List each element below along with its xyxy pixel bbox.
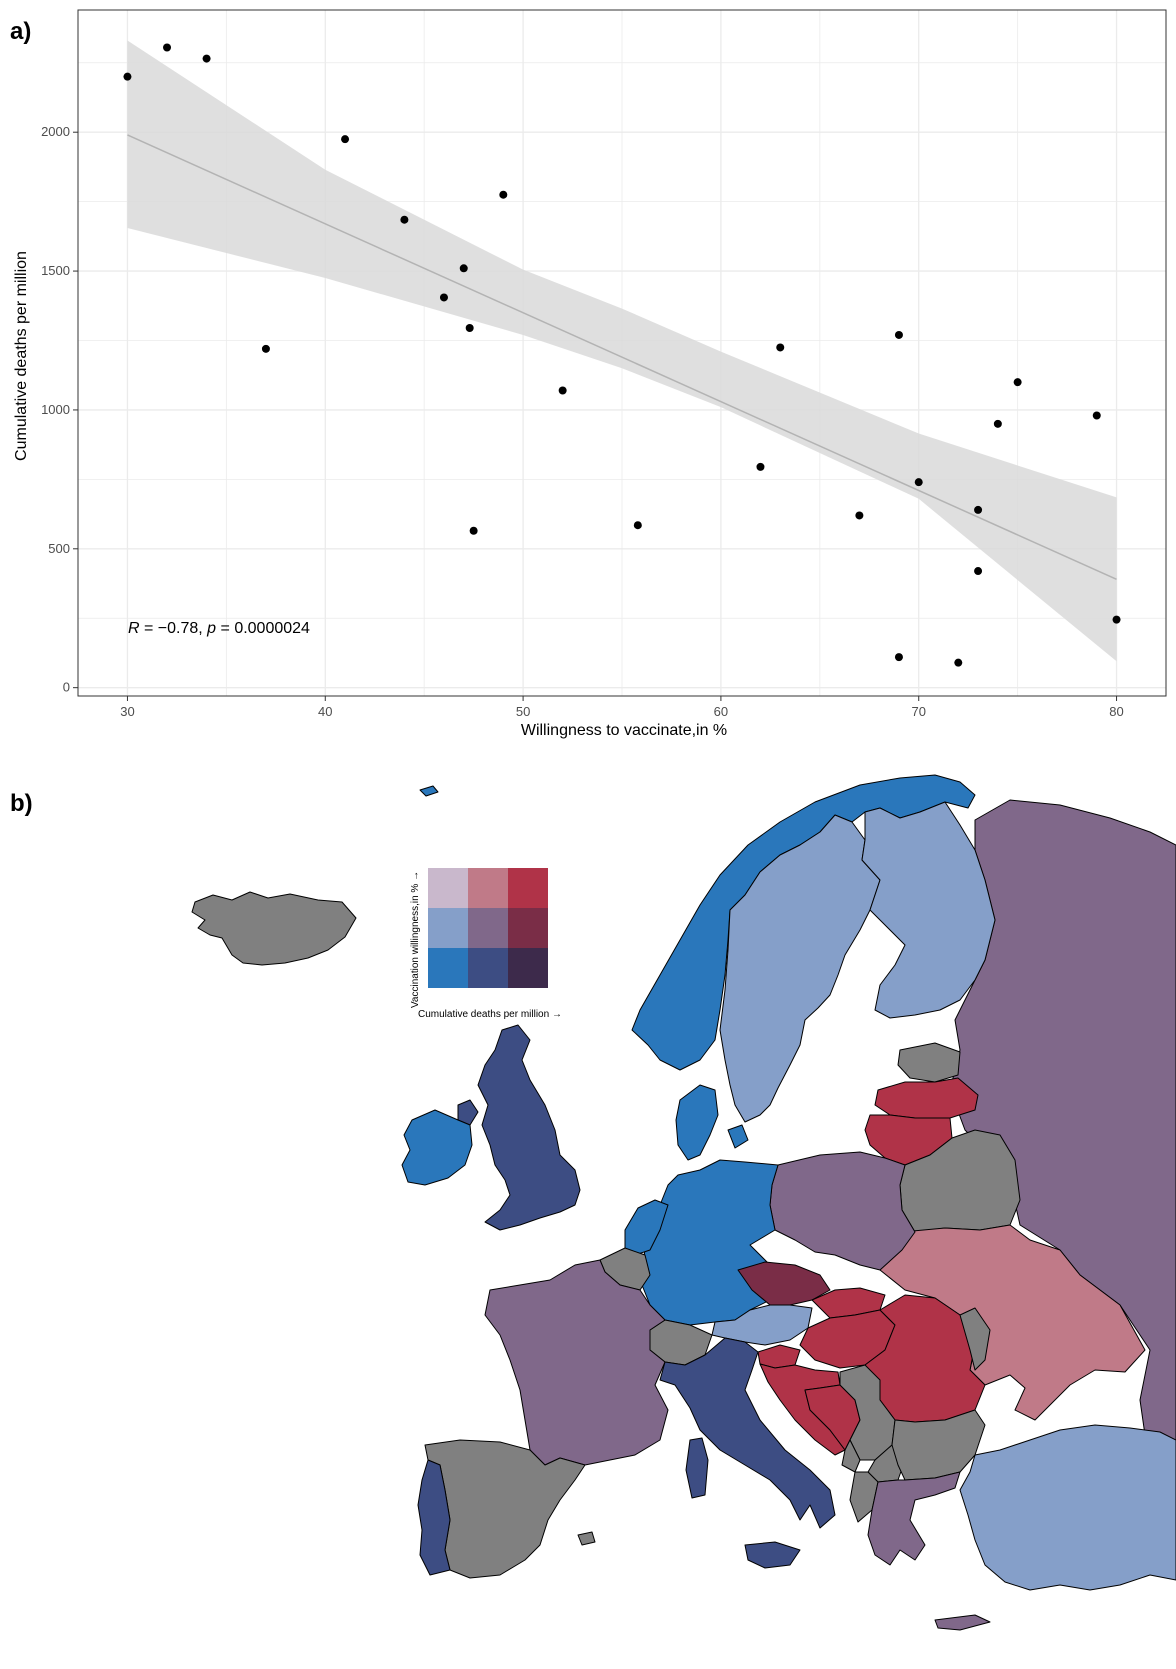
legend-cell <box>508 868 548 908</box>
data-point <box>855 511 864 520</box>
correlation-annotation: R = −0.78, p = 0.0000024 <box>128 620 310 637</box>
balearic <box>577 1531 596 1546</box>
legend-cell <box>508 908 548 948</box>
x-tick-label: 50 <box>516 704 530 719</box>
data-point <box>894 330 903 339</box>
r-value: = −0.78, <box>140 620 208 637</box>
x-ticks: 30 40 50 60 70 80 <box>120 696 1124 719</box>
greece <box>867 1471 961 1566</box>
sweden <box>719 814 881 1123</box>
panel-b-label: b) <box>10 790 33 817</box>
estonia <box>897 1042 961 1083</box>
great-britain <box>477 1024 581 1231</box>
moldova <box>959 1307 991 1371</box>
finland <box>861 801 996 1019</box>
data-point <box>558 386 567 395</box>
data-point <box>954 658 963 667</box>
legend-cell <box>468 868 508 908</box>
crete <box>934 1614 991 1631</box>
y-axis-title: Cumulative deaths per million <box>13 251 30 461</box>
czechia <box>737 1261 831 1306</box>
italy <box>659 1337 836 1529</box>
bulgaria <box>891 1409 986 1481</box>
y-tick-label: 1000 <box>41 402 70 417</box>
x-axis-title: Willingness to vaccinate,in % <box>521 722 727 739</box>
data-point <box>633 521 642 530</box>
legend-x-label: Cumulative deaths per million → <box>418 1009 562 1020</box>
data-point <box>974 567 983 576</box>
data-point <box>499 190 508 199</box>
iceland <box>191 891 357 966</box>
legend-cell <box>428 908 468 948</box>
latvia <box>874 1077 979 1119</box>
scatter-plot: 30 40 50 60 70 80 0 500 1000 1500 2000 R = −0.78,… <box>13 9 1167 739</box>
data-point <box>439 293 448 302</box>
x-tick-label: 80 <box>1109 704 1123 719</box>
data-point <box>400 215 409 224</box>
trend-line <box>127 134 1117 581</box>
panel-a-label: a) <box>10 18 32 45</box>
panel-a: a) 30 40 50 60 70 80 0 500 1000 1500 2000 R = −0.… <box>0 0 1176 740</box>
x-tick-label: 70 <box>911 704 925 719</box>
data-point <box>974 505 983 514</box>
data-point <box>894 653 903 662</box>
panel-b: b) <box>0 760 1176 1669</box>
montenegro <box>841 1439 861 1473</box>
ireland <box>401 1109 473 1186</box>
portugal <box>417 1459 451 1576</box>
northern-ireland <box>457 1099 479 1126</box>
data-point <box>776 343 785 352</box>
data-point <box>756 462 765 471</box>
legend-y-label: Vaccination willingness,in % → <box>410 871 421 1008</box>
data-point <box>202 54 211 63</box>
data-point <box>914 478 923 487</box>
data-point <box>469 526 478 535</box>
europe-map <box>191 774 1176 1631</box>
y-tick-label: 0 <box>63 680 70 695</box>
r-symbol: R <box>128 620 140 637</box>
y-ticks: 0 500 1000 1500 2000 <box>41 124 78 695</box>
bivariate-legend: Vaccination willingness,in % → Cumulativ… <box>395 798 615 1028</box>
p-value: = 0.0000024 <box>216 620 310 637</box>
arctic-islet <box>419 785 439 797</box>
y-tick-label: 1500 <box>41 263 70 278</box>
data-point <box>465 324 474 333</box>
y-tick-label: 2000 <box>41 124 70 139</box>
data-point <box>1013 378 1022 387</box>
legend-cell <box>428 948 468 988</box>
sardinia <box>685 1437 709 1499</box>
germany <box>639 1159 786 1326</box>
legend-cell <box>468 948 508 988</box>
data-point <box>261 344 270 353</box>
data-point <box>163 43 172 52</box>
data-point <box>1092 411 1101 420</box>
legend-cell <box>508 948 548 988</box>
data-point <box>993 419 1002 428</box>
data-point <box>1112 615 1121 624</box>
confidence-ribbon <box>127 40 1117 662</box>
legend-grid: Vaccination willingness,in % → Cumulativ… <box>410 868 562 1020</box>
x-tick-label: 60 <box>714 704 728 719</box>
y-tick-label: 500 <box>48 541 70 556</box>
france <box>484 1259 669 1466</box>
poland <box>769 1151 916 1271</box>
plot-border <box>77 9 1167 697</box>
x-tick-label: 30 <box>120 704 134 719</box>
legend-cells <box>428 868 548 988</box>
slovenia <box>757 1344 801 1369</box>
turkey <box>959 1424 1176 1591</box>
spain <box>424 1439 586 1579</box>
denmark <box>675 1084 719 1161</box>
x-tick-label: 40 <box>318 704 332 719</box>
sicily <box>744 1541 801 1569</box>
legend-cell <box>468 908 508 948</box>
data-point <box>341 135 350 144</box>
denmark-islands <box>727 1124 749 1149</box>
data-points <box>123 43 1121 667</box>
data-point <box>459 264 468 273</box>
p-symbol: p <box>206 620 216 637</box>
data-point <box>123 72 132 81</box>
legend-cell <box>428 868 468 908</box>
